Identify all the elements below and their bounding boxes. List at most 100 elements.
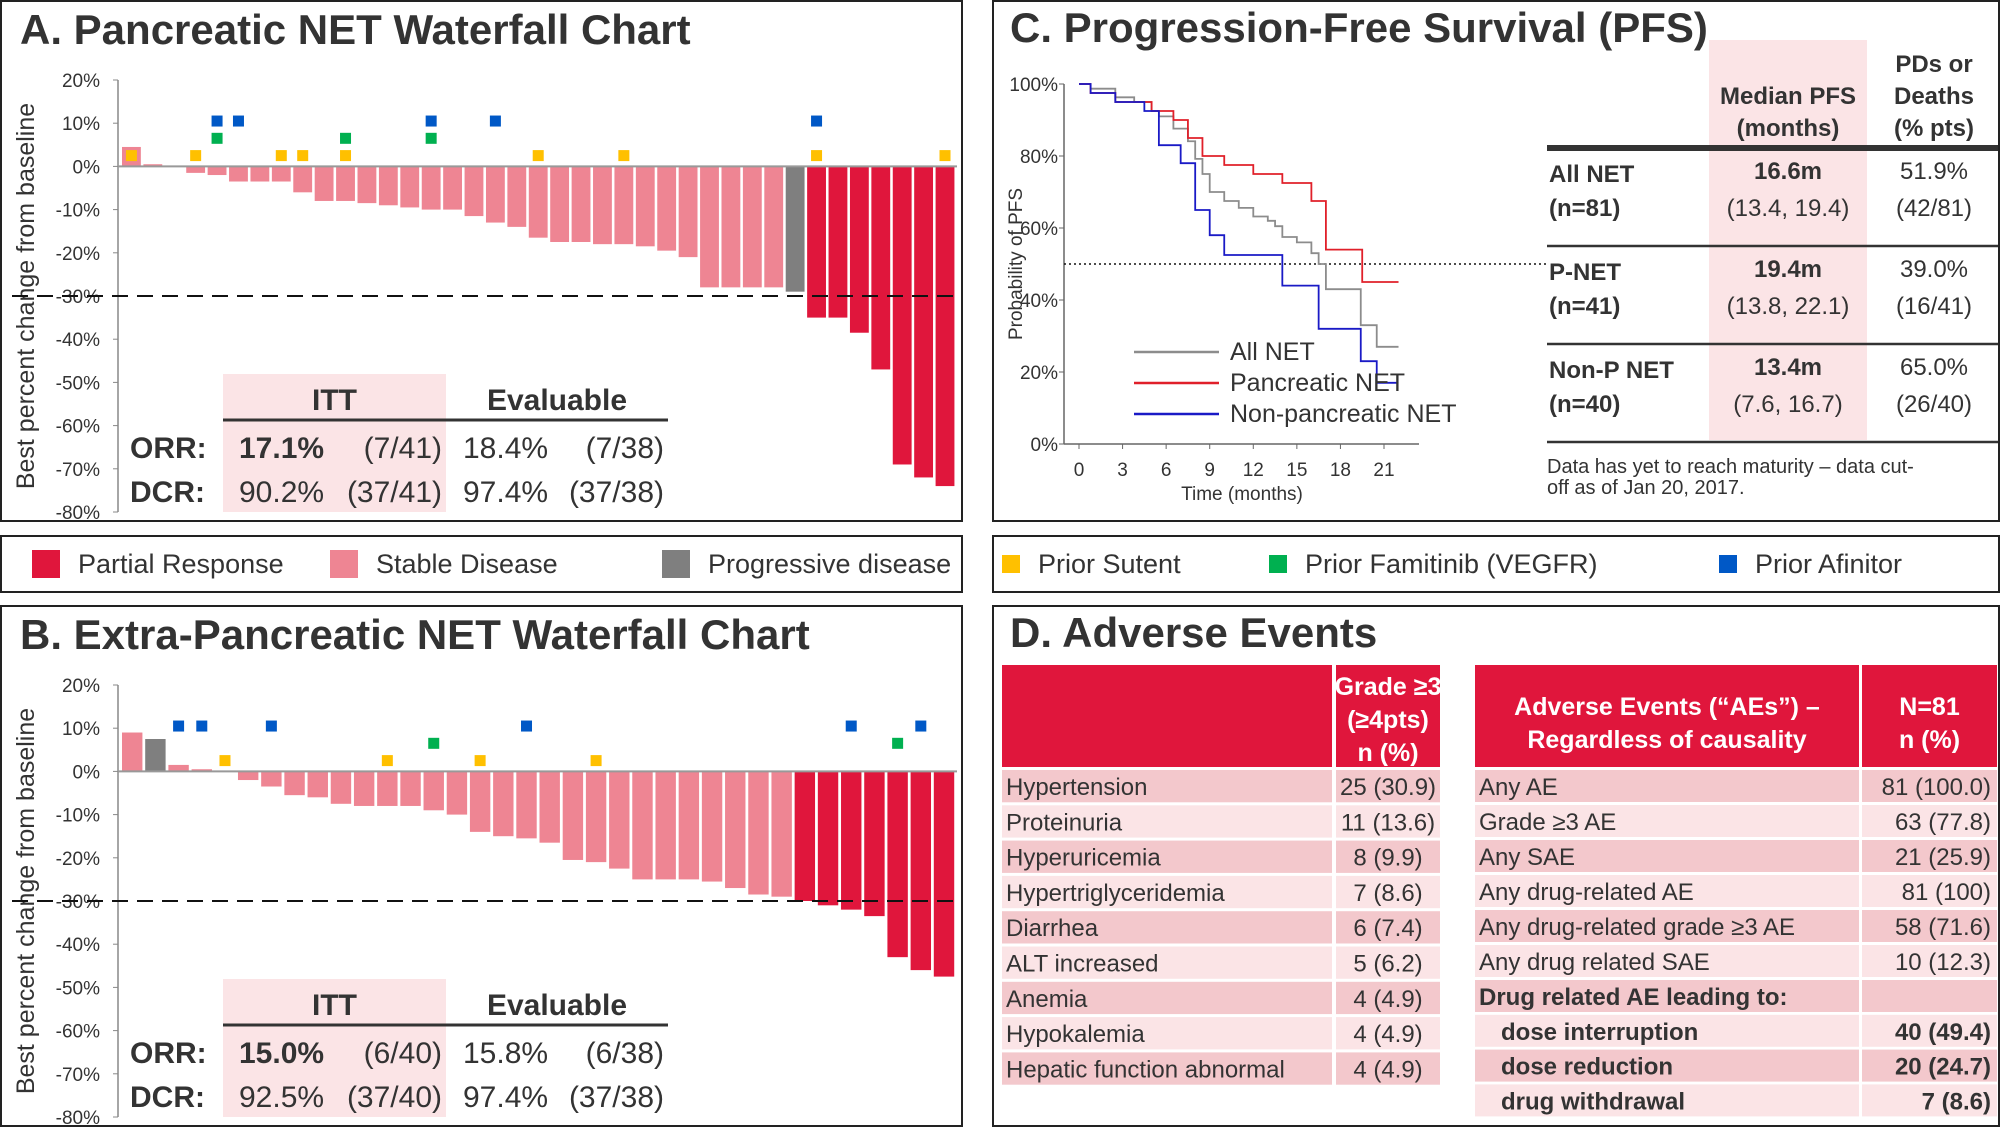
panel-a-itt-shade: [223, 374, 446, 512]
panel-b-bar: [562, 771, 584, 860]
panel-b-bar: [261, 771, 282, 787]
ae-right-row-bg: [1475, 980, 1859, 1012]
panel-b-prior-famitinib-marker: [428, 737, 440, 749]
ae-left-value-bg: [1336, 981, 1440, 1015]
panel-b-bar: [933, 771, 955, 977]
ae-left-row-bg: [1002, 840, 1332, 873]
panel-b-dcr-eval-pct: 97.4%: [463, 1081, 548, 1114]
ae-right-row-bg: [1475, 770, 1859, 802]
panel-b-bar: [469, 771, 491, 832]
panel-a-prior-famitinib-marker: [211, 132, 223, 144]
panel-b-y-tick-label: 20%: [62, 676, 100, 697]
famitinib-swatch: [1269, 555, 1287, 573]
panel-a-dcr-itt-n: (37/41): [347, 476, 442, 509]
panel-a-dcr-eval-pct: 97.4%: [463, 476, 548, 509]
pfs-row-n: (n=81): [1549, 195, 1620, 222]
panel-a-y-tick-label: 0%: [73, 157, 101, 178]
km-legend-label: Pancreatic NET: [1230, 369, 1405, 397]
afinitor-swatch: [1719, 555, 1737, 573]
ae-right-value-bg: [1862, 1049, 1997, 1082]
panel-a-y-tick-label: -70%: [56, 460, 100, 481]
panel-b-prior-sutent-marker: [474, 755, 486, 767]
panel-a-prior-famitinib-marker: [340, 132, 352, 144]
km-x-tick-label: 3: [1117, 460, 1128, 481]
ae-right-row-bg: [1475, 1014, 1859, 1047]
panel-a-dcr-eval-n: (37/38): [569, 476, 664, 509]
ae-right-row-label: dose interruption: [1501, 1019, 1698, 1046]
prior-therapy-legend: Prior Sutent Prior Famitinib (VEGFR) Pri…: [992, 535, 2000, 593]
legend-prior-famitinib: Prior Famitinib (VEGFR): [1269, 537, 1598, 591]
panel-a-orr-itt-pct: 17.1%: [239, 432, 324, 465]
panel-b-bar: [748, 771, 769, 895]
ae-left-value-bg: [1336, 1052, 1440, 1085]
ae-right-row-bg: [1475, 1084, 1859, 1117]
pfs-row-pct: 39.0%: [1900, 256, 1968, 283]
km-x-tick-label: 15: [1286, 460, 1307, 481]
panel-b-prior-afinitor-marker: [845, 720, 857, 732]
panel-b-orr-itt-n: (6/40): [364, 1037, 442, 1070]
panel-c: C. Progression-Free Survival (PFS) Proba…: [992, 0, 2000, 522]
panel-b-y-tick-label: -70%: [56, 1065, 100, 1086]
panel-b-bar: [910, 771, 932, 971]
panel-b-chart: Best percent change from baseline20%10%0…: [12, 676, 957, 1125]
panel-a-bar: [550, 166, 570, 242]
ae-right-value-bg: [1862, 1014, 1997, 1047]
ae-right-value-bg: [1862, 840, 1997, 872]
km-x-tick-label: 0: [1074, 460, 1085, 481]
panel-a-prior-famitinib-marker: [425, 132, 437, 144]
panel-a-bar: [507, 166, 527, 227]
ae-left-row-label: Anemia: [1006, 986, 1088, 1013]
legend-famitinib-label: Prior Famitinib (VEGFR): [1305, 548, 1598, 579]
legend-partial-label: Partial Response: [78, 548, 284, 579]
panel-b-bar: [377, 771, 398, 806]
km-x-tick-label: 12: [1243, 460, 1264, 481]
panel-a-dcr-label: DCR:: [130, 476, 205, 509]
ae-left-row-label: Hypokalemia: [1006, 1021, 1145, 1048]
ae-right-row-label: Any drug-related AE: [1479, 879, 1694, 906]
panel-a-bar: [293, 166, 313, 193]
panel-b-bar: [725, 771, 746, 889]
panel-b-bar: [122, 732, 143, 772]
ae-right-row-bg: [1475, 945, 1859, 977]
panel-b-dcr-label: DCR:: [130, 1081, 205, 1114]
panel-b-y-tick-label: -60%: [56, 1022, 100, 1043]
panel-b-y-tick-label: 0%: [73, 762, 101, 783]
pfs-row-median: 16.6m: [1754, 158, 1822, 185]
ae-left-row-bg: [1002, 981, 1332, 1015]
ae-left-value-bg: [1336, 840, 1440, 873]
km-y-tick-label: 0%: [1031, 435, 1059, 456]
panel-b-bar: [423, 771, 444, 811]
panel-d-title: D. Adverse Events: [1010, 609, 1378, 656]
legend-afinitor-label: Prior Afinitor: [1755, 548, 1903, 579]
panel-a-prior-sutent-marker: [340, 150, 352, 162]
data-maturity-note: Data has yet to reach maturity – data cu…: [1547, 457, 1914, 499]
pds-deaths-header: PDs or: [1895, 51, 1972, 78]
legend-stable-disease: Stable Disease: [330, 537, 558, 591]
panel-a-prior-sutent-marker: [939, 150, 951, 162]
panel-a-bar: [935, 166, 955, 487]
panel-b-title: B. Extra-Pancreatic NET Waterfall Chart: [20, 611, 810, 658]
panel-a-y-tick-label: -40%: [56, 330, 100, 351]
panel-b-bar: [493, 771, 514, 837]
ae-left-row-label: Hypertriglyceridemia: [1006, 880, 1225, 907]
ae-right-row-value: 63 (77.8): [1895, 809, 1991, 836]
pfs-row-name: Non-P NET: [1549, 357, 1674, 384]
panel-b-orr-label: ORR:: [130, 1037, 207, 1070]
ae-right-value-bg: [1862, 770, 1997, 802]
panel-a-itt-header: ITT: [312, 384, 357, 417]
panel-b-bar: [841, 771, 862, 910]
panel-b-y-tick-label: -80%: [56, 1108, 100, 1125]
panel-b-orr-itt-pct: 15.0%: [239, 1037, 324, 1070]
ae-left-row-label: Hypertension: [1006, 774, 1147, 801]
panel-a-bar: [229, 166, 248, 182]
panel-a-prior-sutent-marker: [190, 150, 202, 162]
panel-a-dcr-itt-pct: 90.2%: [239, 476, 324, 509]
grade3-header-text: (≥4pts): [1347, 706, 1429, 734]
legend-stable-label: Stable Disease: [376, 548, 558, 579]
ae-right-row-value: 81 (100): [1902, 879, 1991, 906]
pfs-row-pct: 65.0%: [1900, 354, 1968, 381]
panel-b-bar: [168, 764, 189, 772]
ae-left-row-label: ALT increased: [1006, 951, 1159, 978]
panel-a-evaluable-header: Evaluable: [487, 384, 627, 417]
